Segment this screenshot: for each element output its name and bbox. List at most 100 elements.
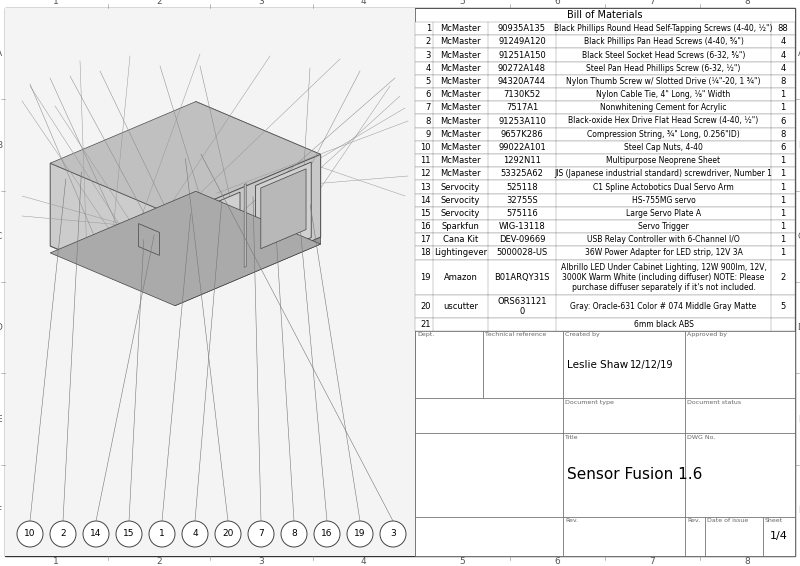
Text: 7: 7 bbox=[258, 530, 264, 538]
Bar bbox=[415, 517, 563, 556]
Text: 90935A135: 90935A135 bbox=[498, 24, 546, 33]
Text: 1292N11: 1292N11 bbox=[503, 156, 541, 165]
Text: 2: 2 bbox=[156, 0, 162, 6]
Text: 1: 1 bbox=[780, 104, 786, 112]
Text: 1: 1 bbox=[780, 196, 786, 205]
Text: 5: 5 bbox=[460, 558, 466, 566]
Text: McMaster: McMaster bbox=[440, 169, 481, 178]
Text: uscutter: uscutter bbox=[443, 302, 478, 311]
Text: 15: 15 bbox=[421, 209, 431, 218]
Bar bbox=[415, 101, 795, 114]
Text: 91249A120: 91249A120 bbox=[498, 37, 546, 46]
Circle shape bbox=[314, 521, 340, 547]
Text: 2: 2 bbox=[60, 530, 66, 538]
Text: 14: 14 bbox=[421, 196, 431, 205]
Text: 8: 8 bbox=[291, 530, 297, 538]
Bar bbox=[415, 434, 563, 517]
Text: Sheet: Sheet bbox=[765, 518, 783, 523]
Text: 1: 1 bbox=[780, 222, 786, 231]
Text: 1: 1 bbox=[426, 24, 431, 33]
Text: 2: 2 bbox=[426, 37, 431, 46]
Text: Document type: Document type bbox=[565, 400, 614, 405]
Bar bbox=[415, 295, 795, 318]
Text: 5: 5 bbox=[460, 0, 466, 6]
Text: 7: 7 bbox=[426, 104, 431, 112]
Text: McMaster: McMaster bbox=[440, 156, 481, 165]
Text: Amazon: Amazon bbox=[443, 273, 478, 282]
Text: 3: 3 bbox=[258, 558, 264, 566]
Text: Gray: Oracle-631 Color # 074 Middle Gray Matte: Gray: Oracle-631 Color # 074 Middle Gray… bbox=[570, 302, 757, 311]
Text: Nylon Thumb Screw w/ Slotted Drive (¼"-20, 1 ¾"): Nylon Thumb Screw w/ Slotted Drive (¼"-2… bbox=[566, 77, 761, 86]
Text: 7517A1: 7517A1 bbox=[506, 104, 538, 112]
Text: McMaster: McMaster bbox=[440, 104, 481, 112]
Text: 5: 5 bbox=[426, 77, 431, 86]
Polygon shape bbox=[256, 162, 311, 261]
Text: B: B bbox=[798, 140, 800, 149]
Text: Rev.: Rev. bbox=[565, 518, 578, 523]
Text: Rev.: Rev. bbox=[687, 518, 700, 523]
Text: Nonwhitening Cement for Acrylic: Nonwhitening Cement for Acrylic bbox=[600, 104, 726, 112]
Bar bbox=[563, 331, 685, 398]
Bar bbox=[415, 8, 795, 22]
Polygon shape bbox=[244, 183, 246, 267]
Text: 1: 1 bbox=[780, 209, 786, 218]
Bar bbox=[415, 127, 795, 141]
Bar bbox=[483, 331, 563, 398]
Text: 1: 1 bbox=[780, 182, 786, 191]
Bar bbox=[705, 517, 763, 556]
Text: McMaster: McMaster bbox=[440, 77, 481, 86]
Text: 32755S: 32755S bbox=[506, 196, 538, 205]
Bar bbox=[685, 434, 795, 517]
Bar bbox=[415, 154, 795, 167]
Text: 4: 4 bbox=[780, 64, 786, 72]
Polygon shape bbox=[50, 185, 321, 299]
Text: Large Servo Plate A: Large Servo Plate A bbox=[626, 209, 701, 218]
Circle shape bbox=[248, 521, 274, 547]
Bar bbox=[415, 260, 795, 295]
Text: 17: 17 bbox=[420, 235, 431, 245]
Bar bbox=[415, 167, 795, 181]
Bar bbox=[415, 220, 795, 233]
Text: C: C bbox=[0, 232, 2, 241]
Text: B01ARQY31S: B01ARQY31S bbox=[494, 273, 550, 282]
Text: 1: 1 bbox=[159, 530, 165, 538]
Text: McMaster: McMaster bbox=[440, 143, 481, 152]
Circle shape bbox=[116, 521, 142, 547]
Text: 90272A148: 90272A148 bbox=[498, 64, 546, 72]
Bar bbox=[415, 194, 795, 207]
Text: E: E bbox=[0, 414, 2, 423]
Polygon shape bbox=[196, 102, 321, 237]
Text: 7: 7 bbox=[650, 0, 655, 6]
Text: Sensor Fusion 1.6: Sensor Fusion 1.6 bbox=[567, 468, 702, 482]
Text: 6: 6 bbox=[780, 117, 786, 126]
Circle shape bbox=[182, 521, 208, 547]
Circle shape bbox=[149, 521, 175, 547]
Bar bbox=[415, 114, 795, 127]
Text: 525118: 525118 bbox=[506, 182, 538, 191]
Circle shape bbox=[17, 521, 43, 547]
Bar bbox=[415, 181, 795, 194]
Text: 10: 10 bbox=[24, 530, 36, 538]
Text: JIS (Japanese industrial standard) screwdriver, Number 1: JIS (Japanese industrial standard) screw… bbox=[554, 169, 773, 178]
Bar bbox=[415, 35, 795, 49]
Polygon shape bbox=[175, 155, 321, 299]
Text: 7: 7 bbox=[650, 558, 655, 566]
Text: Approved by: Approved by bbox=[687, 332, 727, 337]
Text: McMaster: McMaster bbox=[440, 24, 481, 33]
Text: 18: 18 bbox=[420, 248, 431, 258]
Bar bbox=[415, 398, 563, 434]
Text: 6mm black ABS: 6mm black ABS bbox=[634, 320, 694, 329]
Polygon shape bbox=[184, 192, 240, 291]
Circle shape bbox=[50, 521, 76, 547]
Text: Nylon Cable Tie, 4" Long, ⅛" Width: Nylon Cable Tie, 4" Long, ⅛" Width bbox=[596, 90, 730, 99]
Text: 6: 6 bbox=[554, 0, 560, 6]
Bar bbox=[563, 517, 685, 556]
Text: USB Relay Controller with 6-Channel I/O: USB Relay Controller with 6-Channel I/O bbox=[587, 235, 740, 245]
Text: 12: 12 bbox=[421, 169, 431, 178]
Text: Servo Trigger: Servo Trigger bbox=[638, 222, 689, 231]
Bar bbox=[415, 88, 795, 101]
Text: Steel Cap Nuts, 4-40: Steel Cap Nuts, 4-40 bbox=[624, 143, 703, 152]
Text: 6: 6 bbox=[426, 90, 431, 99]
Circle shape bbox=[380, 521, 406, 547]
Text: Black Phillips Pan Head Screws (4-40, ⅝"): Black Phillips Pan Head Screws (4-40, ⅝"… bbox=[583, 37, 743, 46]
